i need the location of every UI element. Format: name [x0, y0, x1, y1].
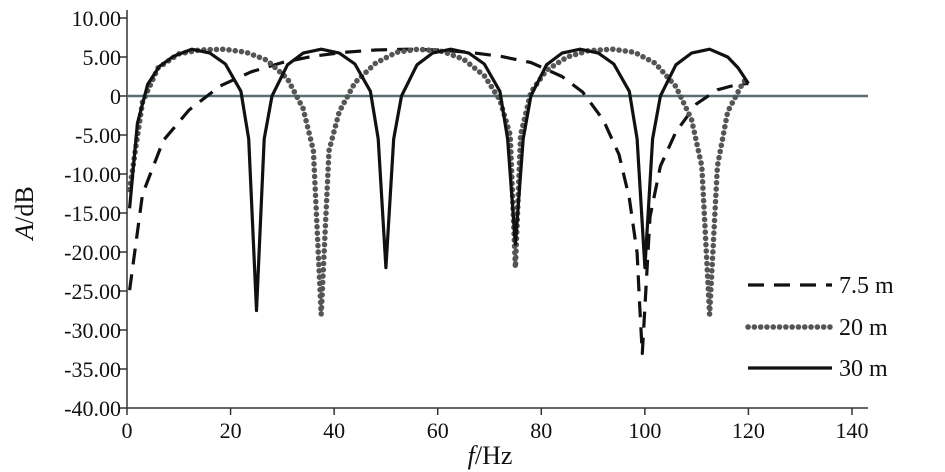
y-tick-label: -20.00 [64, 240, 121, 265]
y-axis-label: A/dB [10, 186, 39, 241]
x-tick-label: 60 [427, 418, 449, 443]
x-axis-label: f/Hz [468, 441, 513, 470]
x-tick-label: 0 [122, 418, 133, 443]
legend: 7.5 m 20 m 30 m [745, 273, 894, 382]
x-tick-label: 40 [323, 418, 345, 443]
y-tick-label: 0 [110, 84, 121, 109]
x-tick-label: 140 [836, 418, 869, 443]
y-tick-label: -15.00 [64, 201, 121, 226]
y-tick-label: 10.00 [72, 6, 122, 31]
x-tick-label: 20 [220, 418, 242, 443]
axes [120, 10, 868, 415]
axis-labels: f/Hz A/dB [10, 186, 512, 470]
y-axis-label-symbol: A [10, 224, 39, 242]
x-axis-label-symbol: f [468, 441, 479, 470]
y-tick-label: -40.00 [64, 396, 121, 421]
x-tick-label: 100 [628, 418, 661, 443]
tick-labels: 10.00 5.00 0 -5.00 -10.00 -15.00 -20.00 -25.00 -… [64, 6, 868, 443]
y-tick-label: -35.00 [64, 357, 121, 382]
legend-label: 30 m [839, 356, 888, 382]
x-tick-label: 80 [530, 418, 552, 443]
y-tick-label: -5.00 [75, 123, 121, 148]
series-line-dashed [128, 47, 749, 355]
y-tick-label: -25.00 [64, 279, 121, 304]
series-line-dotted [126, 46, 752, 318]
legend-label: 20 m [839, 315, 888, 341]
y-tick-label: -10.00 [64, 162, 121, 187]
legend-label: 7.5 m [839, 273, 894, 299]
x-axis-label-unit: /Hz [475, 441, 513, 470]
series-line-solid [128, 47, 750, 313]
x-tick-label: 120 [732, 418, 765, 443]
y-tick-label: 5.00 [83, 45, 122, 70]
series-group [126, 46, 752, 355]
y-axis-label-unit: /dB [10, 186, 39, 224]
y-tick-label: -30.00 [64, 318, 121, 343]
